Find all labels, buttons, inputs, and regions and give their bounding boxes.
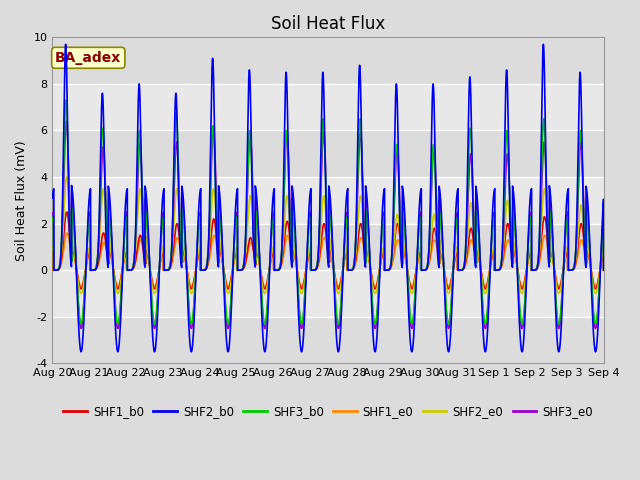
Bar — [52, 84, 604, 131]
Bar — [52, 317, 604, 363]
Bar — [52, 224, 604, 270]
Bar — [52, 177, 604, 224]
Title: Soil Heat Flux: Soil Heat Flux — [271, 15, 385, 33]
Bar — [52, 131, 604, 177]
Bar — [52, 37, 604, 84]
Y-axis label: Soil Heat Flux (mV): Soil Heat Flux (mV) — [15, 140, 28, 261]
Text: BA_adex: BA_adex — [55, 51, 122, 65]
Legend: SHF1_b0, SHF2_b0, SHF3_b0, SHF1_e0, SHF2_e0, SHF3_e0: SHF1_b0, SHF2_b0, SHF3_b0, SHF1_e0, SHF2… — [59, 400, 597, 423]
Bar — [52, 270, 604, 317]
